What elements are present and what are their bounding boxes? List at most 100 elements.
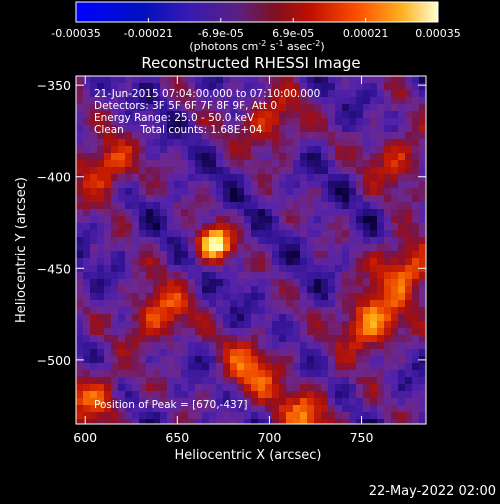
heatmap-cell — [76, 335, 84, 343]
heatmap-cell — [237, 377, 245, 385]
heatmap-cell — [349, 272, 357, 280]
heatmap-cell — [412, 391, 420, 399]
heatmap-cell — [384, 370, 392, 378]
heatmap-cell — [237, 111, 245, 119]
heatmap-cell — [349, 181, 357, 189]
heatmap-cell — [146, 300, 154, 308]
heatmap-cell — [300, 405, 308, 413]
heatmap-cell — [181, 314, 189, 322]
heatmap-cell — [314, 286, 322, 294]
heatmap-cell — [251, 265, 259, 273]
heatmap-cell — [118, 377, 126, 385]
heatmap-cell — [244, 111, 252, 119]
heatmap-cell — [181, 125, 189, 133]
heatmap-cell — [209, 167, 217, 175]
heatmap-cell — [258, 160, 266, 168]
heatmap-cell — [384, 335, 392, 343]
heatmap-cell — [125, 419, 133, 424]
heatmap-cell — [237, 391, 245, 399]
heatmap-cell — [195, 195, 203, 203]
heatmap-cell — [279, 307, 287, 315]
heatmap-cell — [342, 300, 350, 308]
colorbar-tick-label: 6.9e-05 — [272, 27, 314, 40]
heatmap-cell — [251, 160, 259, 168]
heatmap-cell — [335, 209, 343, 217]
heatmap-cell — [118, 90, 126, 98]
heatmap-cell — [356, 279, 364, 287]
heatmap-cell — [342, 314, 350, 322]
heatmap-cell — [216, 370, 224, 378]
heatmap-cell — [265, 125, 273, 133]
heatmap-cell — [118, 328, 126, 336]
heatmap-cell — [146, 139, 154, 147]
heatmap-cell — [223, 286, 231, 294]
heatmap-cell — [125, 216, 133, 224]
plot-frame — [75, 75, 427, 425]
heatmap-cell — [209, 419, 217, 424]
heatmap-cell — [209, 293, 217, 301]
heatmap-cell — [272, 125, 280, 133]
heatmap-cell — [125, 174, 133, 182]
heatmap-cell — [76, 216, 84, 224]
heatmap-cell — [258, 279, 266, 287]
heatmap-cell — [419, 328, 426, 336]
heatmap-cell — [223, 293, 231, 301]
heatmap-cell — [237, 195, 245, 203]
heatmap-cell — [209, 104, 217, 112]
heatmap-cell — [363, 300, 371, 308]
heatmap-cell — [398, 251, 406, 259]
heatmap-cell — [118, 419, 126, 424]
heatmap-cell — [118, 279, 126, 287]
heatmap-cell — [419, 363, 426, 371]
heatmap-cell — [153, 349, 161, 357]
heatmap-cell — [146, 370, 154, 378]
heatmap-cell — [90, 125, 98, 133]
heatmap-cell — [139, 398, 147, 406]
heatmap-cell — [307, 181, 315, 189]
heatmap-cell — [265, 356, 273, 364]
heatmap-cell — [209, 300, 217, 308]
heatmap-cell — [181, 139, 189, 147]
heatmap-cell — [251, 90, 259, 98]
heatmap-cell — [195, 272, 203, 280]
heatmap-cell — [118, 251, 126, 259]
heatmap-cell — [342, 223, 350, 231]
heatmap-cell — [76, 90, 84, 98]
heatmap-cell — [167, 167, 175, 175]
heatmap-cell — [370, 412, 378, 420]
heatmap-cell — [314, 125, 322, 133]
heatmap-cell — [153, 202, 161, 210]
heatmap-cell — [230, 272, 238, 280]
heatmap-cell — [370, 370, 378, 378]
heatmap-cell — [181, 384, 189, 392]
heatmap-cell — [265, 363, 273, 371]
heatmap-cell — [167, 132, 175, 140]
heatmap-cell — [405, 349, 413, 357]
heatmap-cell — [279, 104, 287, 112]
heatmap-cell — [209, 125, 217, 133]
heatmap-cell — [321, 90, 329, 98]
heatmap-cell — [195, 356, 203, 364]
heatmap-cell — [160, 314, 168, 322]
heatmap-cell — [377, 188, 385, 196]
heatmap-cell — [244, 118, 252, 126]
heatmap-cell — [111, 83, 119, 91]
heatmap-cell — [97, 230, 105, 238]
heatmap-cell — [251, 279, 259, 287]
heatmap-cell — [412, 195, 420, 203]
heatmap-cell — [314, 160, 322, 168]
heatmap-cell — [405, 230, 413, 238]
heatmap-cell — [363, 167, 371, 175]
heatmap-cell — [174, 223, 182, 231]
heatmap-cell — [76, 391, 84, 399]
heatmap-cell — [265, 104, 273, 112]
heatmap-cell — [286, 174, 294, 182]
heatmap-cell — [132, 230, 140, 238]
heatmap-cell — [272, 272, 280, 280]
heatmap-cell — [272, 132, 280, 140]
heatmap-cell — [223, 363, 231, 371]
heatmap-cell — [132, 216, 140, 224]
heatmap-cell — [258, 384, 266, 392]
heatmap-cell — [83, 363, 91, 371]
heatmap-cell — [216, 363, 224, 371]
